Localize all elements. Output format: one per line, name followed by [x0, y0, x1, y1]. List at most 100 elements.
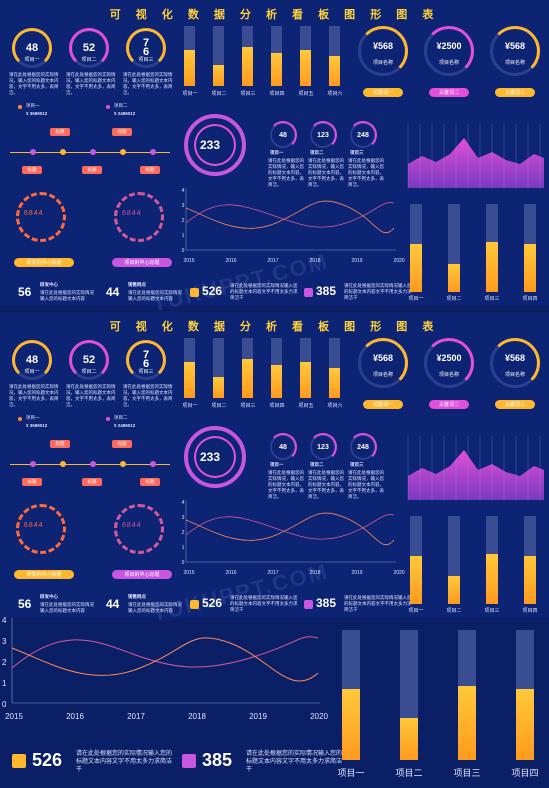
center-ring	[184, 114, 246, 176]
timeline-tag: 标题	[112, 440, 132, 448]
ring-value: 7 6	[142, 37, 150, 58]
timeline-tag: 标题	[50, 128, 70, 136]
year-label: 2015	[183, 258, 195, 264]
stat-desc: 请在此处根据您的实际情况输入您的标题文本内容	[128, 602, 182, 613]
big-bar-fill	[458, 685, 476, 760]
stat-square	[304, 288, 313, 297]
timeline-dot	[30, 461, 36, 467]
ring-label: 项目二	[81, 369, 97, 375]
year-label: 2016	[225, 258, 237, 264]
stat-value: 526	[202, 284, 223, 298]
top-bar	[329, 26, 340, 86]
timeline-dot	[150, 461, 156, 467]
kpi-ring: 52 项目二	[69, 340, 109, 380]
timeline-tag: 标题	[22, 478, 42, 486]
item-dot	[18, 105, 22, 109]
big-year-label: 2017	[127, 712, 145, 721]
side-bar	[524, 204, 536, 292]
ring-arc	[12, 28, 52, 68]
ring-arc	[12, 340, 52, 380]
year-label: 2018	[309, 258, 321, 264]
small-ring-desc: 请在此处根据您的实际情况，输入您的标题文本内容，文字不用太多，表简洁。	[308, 158, 344, 187]
dashboard-title: 可 视 化 数 据 分 析 看 板 图 形 图 表	[109, 9, 440, 21]
top-bar-fill	[300, 362, 311, 398]
small-ring-label: 项目一	[270, 462, 284, 467]
side-bar-fill	[524, 555, 536, 604]
ring-desc: 请在此处根据您的实际情况，输入您的标题文本内容，文字不用太多，表简洁。	[123, 384, 173, 407]
big-bar-fill	[516, 688, 534, 760]
top-bar	[300, 26, 311, 86]
y-tick: 2	[181, 530, 185, 536]
side-bar-label: 项目二	[446, 296, 462, 302]
stat-value: 526	[202, 596, 223, 610]
currency-ring: ¥568 项目名称	[358, 338, 408, 388]
currency-value: ¥568	[504, 353, 526, 363]
currency-ring: ¥568 项目名称	[490, 26, 540, 76]
stat-desc: 请在此处根据您的实际情况输入您的标题文本内容文字不用太多力求简洁干	[230, 283, 298, 300]
top-bar	[213, 26, 224, 86]
side-bar-fill	[410, 243, 422, 292]
big-bar-label: 项目二	[395, 768, 423, 778]
gauge-value: 6844	[122, 522, 142, 529]
keyword-pill: 关键词二	[429, 400, 469, 409]
side-bar-label: 项目一	[408, 608, 424, 614]
stat-desc: 请在此处根据您的实际情况输入您的标题文本内容文字不用太多力求简洁干	[230, 595, 298, 612]
big-bar	[400, 630, 418, 760]
year-label: 2020	[393, 258, 405, 264]
ring-desc: 请在此处根据您的实际情况，输入您的标题文本内容，文字不用太多，表简洁。	[66, 384, 116, 407]
side-bar-label: 项目一	[408, 296, 424, 302]
item-name: 项目二	[114, 103, 128, 108]
top-bar-fill	[271, 53, 282, 86]
stat-value: 385	[316, 596, 337, 610]
keyword-pill: 关键词一	[363, 400, 403, 409]
big-bar	[516, 630, 534, 760]
currency-value: ¥2500	[436, 353, 462, 363]
stat-desc: 请在此处根据您的实际情况输入您的标题文本内容	[40, 602, 94, 613]
currency-label: 项目名称	[372, 60, 393, 66]
currency-value: ¥568	[504, 41, 526, 51]
stat-label: 销售网点	[128, 282, 146, 287]
top-bar-label: 项目四	[269, 91, 285, 97]
ring-value: 52	[82, 41, 96, 54]
gauge	[16, 192, 66, 242]
gauge	[16, 504, 66, 554]
center-value: 233	[200, 450, 221, 464]
big-year-label: 2019	[249, 712, 267, 721]
currency-ring: ¥2500 项目名称	[424, 338, 474, 388]
small-ring-desc: 请在此处根据您的实际情况，输入您的标题文本内容，文字不用太多，表简洁。	[348, 158, 384, 187]
currency-ring: ¥568 项目名称	[358, 26, 408, 76]
top-bar-label: 项目二	[211, 91, 227, 97]
top-bar-label: 项目五	[298, 91, 314, 97]
ring-arc	[349, 121, 377, 149]
y-tick: 4	[181, 500, 185, 506]
timeline-tag: 标题	[140, 166, 160, 174]
big-line-chart	[11, 618, 320, 704]
gauge-value: 6844	[24, 522, 44, 529]
timeline-dot	[90, 461, 96, 467]
big-bar	[342, 630, 360, 760]
currency-label: 项目名称	[504, 372, 525, 378]
side-bar	[410, 516, 422, 604]
stat-label: 研发中心	[40, 282, 58, 287]
item-name: 项目二	[114, 415, 128, 420]
stat-desc: 请在此处根据您的实际情况输入您的标题文本内容文字不用太多力求简洁干	[344, 595, 412, 612]
stat-value: 56	[18, 285, 32, 299]
item-name: 项目一	[26, 415, 40, 420]
currency-value: ¥568	[372, 41, 394, 51]
ring-value: 7 6	[142, 349, 150, 370]
timeline-dot	[60, 149, 66, 155]
big-y-tick: 4	[2, 616, 7, 625]
top-bar-label: 项目六	[327, 91, 343, 97]
small-ring-label: 项目二	[310, 462, 324, 467]
keyword-pill: 关键词一	[363, 88, 403, 97]
year-label: 2019	[351, 258, 363, 264]
item-dot	[106, 417, 110, 421]
year-label: 2020	[393, 570, 405, 576]
y-tick: 1	[181, 233, 185, 239]
currency-value: ¥568	[372, 353, 394, 363]
small-ring-value: 48	[279, 443, 287, 451]
ring-desc: 请在此处根据您的实际情况，输入您的标题文本内容，文字不用太多，表简洁。	[9, 72, 59, 95]
top-bar-fill	[184, 50, 195, 86]
small-ring-label: 项目二	[310, 150, 324, 155]
side-bar-fill	[410, 555, 422, 604]
